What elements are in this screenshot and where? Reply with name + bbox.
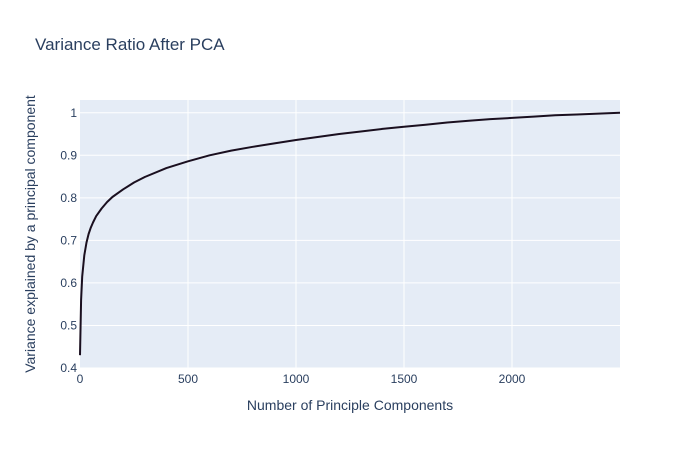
y-tick-label: 0.8 xyxy=(60,191,77,205)
y-axis-title: Variance explained by a principal compon… xyxy=(22,95,38,373)
series-layer xyxy=(79,111,621,356)
x-tick-label: 2000 xyxy=(499,372,526,386)
chart-title: Variance Ratio After PCA xyxy=(35,35,225,54)
x-axis-ticks: 0 500 1000 1500 2000 xyxy=(77,372,526,386)
y-tick-label: 1 xyxy=(70,106,77,120)
x-tick-label: 1500 xyxy=(391,372,418,386)
y-tick-label: 0.6 xyxy=(60,276,77,290)
x-tick-label: 500 xyxy=(178,372,198,386)
y-tick-label: 0.5 xyxy=(60,318,77,332)
x-tick-label: 0 xyxy=(77,372,84,386)
x-tick-label: 1000 xyxy=(283,372,310,386)
plot-area xyxy=(80,100,620,368)
y-tick-label: 0.7 xyxy=(60,233,77,247)
y-tick-label: 0.4 xyxy=(60,361,77,375)
x-axis-title: Number of Principle Components xyxy=(247,397,453,413)
y-axis-ticks: 0.4 0.5 0.6 0.7 0.8 0.9 1 xyxy=(60,106,77,375)
gridlines xyxy=(80,100,620,369)
y-tick-label: 0.9 xyxy=(60,148,77,162)
variance-line xyxy=(79,111,621,356)
